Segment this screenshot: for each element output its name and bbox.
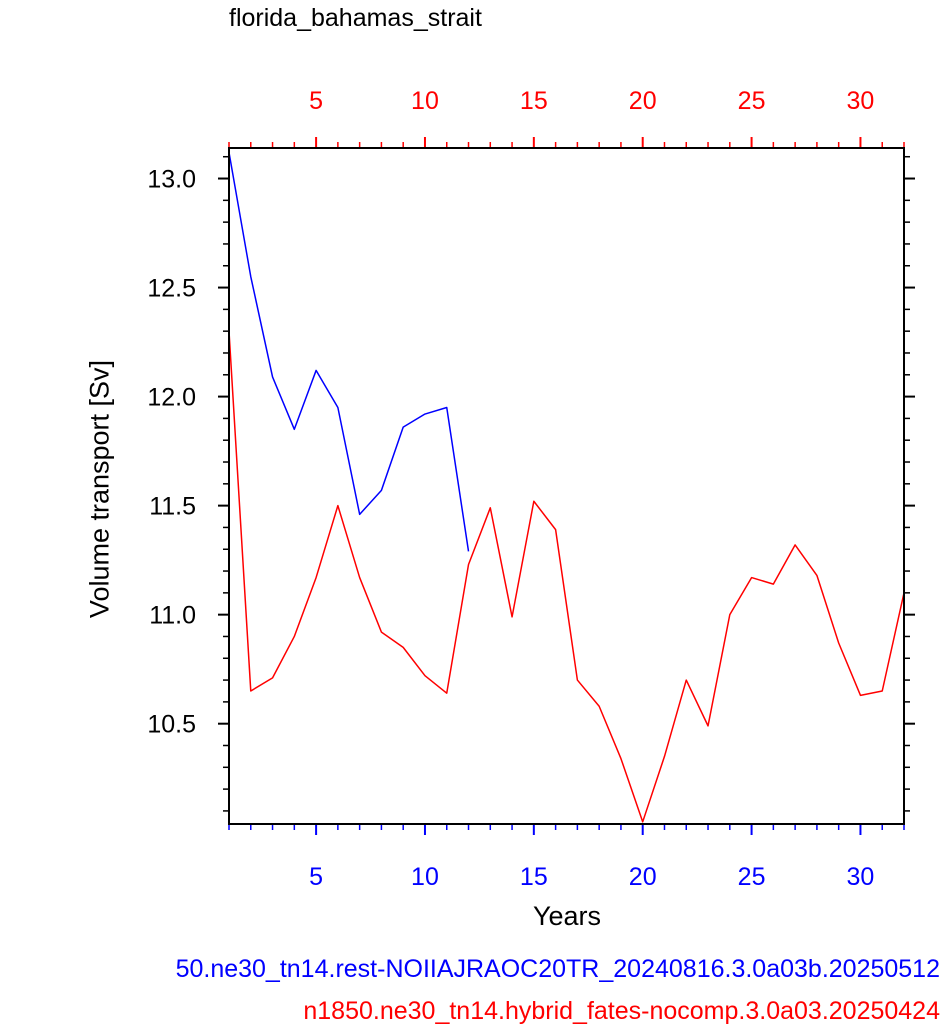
x-tick-label-bottom: 25 (738, 863, 766, 891)
y-tick-label: 13.0 (147, 166, 196, 194)
x-tick-label-top: 5 (309, 87, 323, 115)
x-tick-label-bottom: 20 (629, 863, 657, 891)
ticks-layer: 10.5 11.0 11.5 12.0 12.5 13.0 5 10 15 20 25 30 5 10 15… (147, 87, 915, 891)
x-tick-label-top: 20 (629, 87, 657, 115)
legend-series-red: n1850.ne30_tn14.hybrid_fates-nocomp.3.0a… (303, 997, 940, 1025)
x-tick-label-bottom: 30 (847, 863, 875, 891)
y-tick-label: 10.5 (147, 711, 196, 739)
x-tick-label-top: 10 (411, 87, 439, 115)
x-tick-label-bottom: 10 (411, 863, 439, 891)
y-tick-label: 11.0 (149, 602, 196, 630)
y-tick-label: 11.5 (149, 493, 196, 521)
x-tick-label-top: 25 (738, 87, 766, 115)
x-tick-label-top: 30 (847, 87, 875, 115)
legend-series-blue: 50.ne30_tn14.rest-NOIIAJRAOC20TR_2024081… (175, 955, 940, 983)
series-line-red (228, 331, 905, 823)
x-axis-label: Years (532, 901, 602, 931)
chart-title: florida_bahamas_strait (229, 4, 482, 32)
y-tick-label: 12.0 (147, 384, 196, 412)
x-tick-label-bottom: 15 (520, 863, 548, 891)
series-layer (228, 152, 905, 823)
series-line-blue (228, 152, 470, 552)
y-tick-label: 12.5 (147, 275, 196, 303)
plot-frame (228, 147, 905, 825)
x-tick-label-top: 15 (520, 87, 548, 115)
x-tick-label-bottom: 5 (309, 863, 323, 891)
